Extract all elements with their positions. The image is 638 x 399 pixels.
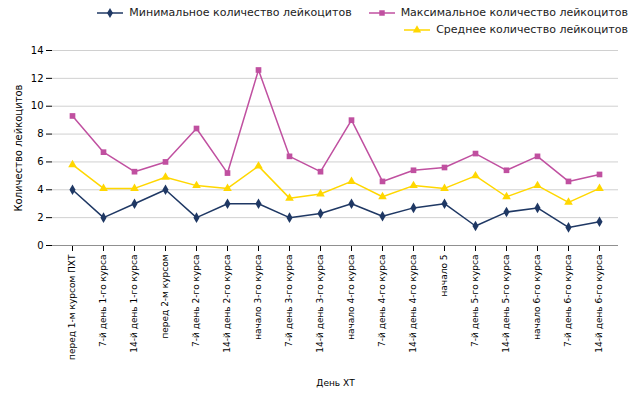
svg-text:14-й день 4-го курса: 14-й день 4-го курса: [408, 255, 418, 353]
svg-text:10: 10: [31, 100, 44, 111]
html-text:Минимальное количество лейкоци: Минимальное количество лейкоцитов: [129, 6, 352, 19]
svg-text:14-й день 6-го курса: 14-й день 6-го курса: [594, 255, 604, 353]
svg-text:14: 14: [31, 45, 44, 56]
svg-text:4: 4: [37, 184, 43, 195]
svg-text:7-й день 4-го курса: 7-й день 4-го курса: [377, 255, 387, 348]
svg-text:7-й день 1-го курса: 7-й день 1-го курса: [98, 255, 108, 348]
svg-text:7-й день 6-го курса: 7-й день 6-го курса: [563, 255, 573, 348]
svg-text:перед 1-м курсом ПХТ: перед 1-м курсом ПХТ: [67, 254, 77, 360]
svg-text:14-й день 3-го курса: 14-й день 3-го курса: [315, 255, 325, 353]
svg-text:14-й день 1-го курса: 14-й день 1-го курса: [129, 255, 139, 353]
html-text:Среднее количество лейкоцитов: Среднее количество лейкоцитов: [436, 23, 628, 36]
svg-text:12: 12: [31, 73, 44, 84]
html-text:Максимальное количество лейкоц: Максимальное количество лейкоцитов: [400, 6, 628, 19]
svg-text:перед 2-м курсом: перед 2-м курсом: [160, 255, 170, 339]
svg-text:начало 5: начало 5: [439, 255, 449, 297]
svg-text:начало 6-го курса: начало 6-го курса: [532, 255, 542, 340]
svg-text:начало 3-го курса: начало 3-го курса: [253, 255, 263, 340]
svg-text:начало 4-го курса: начало 4-го курса: [346, 255, 356, 340]
svg-text:0: 0: [37, 240, 43, 251]
svg-text:8: 8: [37, 128, 43, 139]
svg-text:14-й день 2-го курса: 14-й день 2-го курса: [222, 255, 232, 353]
svg-text:2: 2: [37, 212, 43, 223]
svg-text:7-й день 3-го курса: 7-й день 3-го курса: [284, 255, 294, 348]
svg-text:14-й день 5-го курса: 14-й день 5-го курса: [501, 255, 511, 353]
svg-text:6: 6: [37, 156, 43, 167]
svg-text:День ХТ: День ХТ: [316, 378, 355, 388]
svg-text:7-й день 2-го курса: 7-й день 2-го курса: [191, 255, 201, 348]
svg-text:Количество лейкоцитов: Количество лейкоцитов: [13, 84, 24, 211]
svg-text:7-й день 5-го курса: 7-й день 5-го курса: [470, 255, 480, 348]
